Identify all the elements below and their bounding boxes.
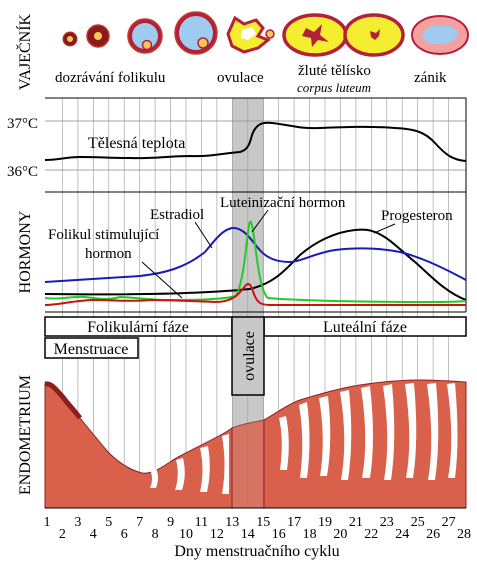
day-tick-18: 18 [303, 527, 317, 542]
follicle-small-icon [62, 31, 78, 47]
hormone-label-fsh-line2: hormon [85, 246, 132, 262]
day-tick-26: 26 [426, 527, 440, 542]
day-tick-11: 11 [195, 515, 208, 530]
hormone-label-estradiol: Estradiol [150, 207, 204, 223]
temp-tick-low: 36°C [7, 164, 38, 180]
estradiol-curve [44, 226, 467, 283]
menstruation-bar [44, 337, 139, 359]
ovulation-phase-label: ovulace [241, 331, 258, 381]
luteal-phase-label: Luteální fáze [323, 319, 407, 336]
follicular-phase-label: Folikulární fáze [87, 319, 189, 336]
corpus-luteum-mature-icon [343, 13, 405, 57]
day-tick-23: 23 [380, 515, 394, 530]
day-tick-13: 13 [225, 515, 239, 530]
x-axis-label: Dny menstruačního cyklu [174, 543, 339, 560]
day-tick-25: 25 [411, 515, 425, 530]
day-tick-labels: 1234567891011121314151617181920212223242… [44, 515, 472, 542]
row-label-endometrium: ENDOMETRIUM [17, 375, 34, 495]
day-tick-28: 28 [457, 527, 471, 542]
fsh-curve [44, 220, 467, 304]
ovulation-phase-box [231, 316, 265, 396]
day-tick-16: 16 [272, 527, 286, 542]
day-tick-2: 2 [59, 527, 66, 542]
day-tick-10: 10 [179, 527, 193, 542]
hormone-label-progesterone: Progesteron [381, 208, 453, 224]
day-tick-20: 20 [333, 527, 347, 542]
lh-curve [44, 282, 466, 306]
day-tick-21: 21 [349, 515, 363, 530]
corpus-luteum-icon [282, 13, 348, 57]
temp-tick-high: 37°C [7, 116, 38, 132]
day-tick-8: 8 [152, 527, 159, 542]
day-tick-4: 4 [90, 527, 97, 542]
row-label-ovary: VAJEČNÍK [15, 13, 34, 90]
day-tick-3: 3 [74, 515, 81, 530]
day-tick-5: 5 [105, 515, 112, 530]
endometrium-ovulation-part [231, 419, 265, 509]
progesterone-curve [44, 228, 467, 301]
follicle-graafian-icon [174, 11, 218, 55]
day-tick-14: 14 [241, 527, 255, 542]
follicle-medium-icon [86, 24, 110, 48]
day-tick-12: 12 [210, 527, 224, 542]
hormone-label-fsh-line1: Folikul stimulující [48, 227, 159, 243]
temperature-curve [44, 121, 467, 162]
hormone-label-lh: Luteinizační hormon [220, 195, 346, 211]
follicle-antral-icon [127, 18, 163, 54]
stage-label-decline: zánik [414, 70, 447, 86]
stage-label-ovulation: ovulace [217, 70, 264, 86]
menstruation-label: Menstruace [54, 341, 129, 358]
ovary-stages [62, 11, 469, 57]
day-tick-7: 7 [136, 515, 143, 530]
day-tick-27: 27 [442, 515, 456, 530]
corpus-albicans-icon [411, 15, 469, 55]
day-tick-19: 19 [318, 515, 332, 530]
ovulation-follicle-icon [226, 15, 275, 54]
row-label-hormones: HORMONY [17, 210, 34, 293]
day-tick-17: 17 [287, 515, 301, 530]
day-tick-22: 22 [364, 527, 378, 542]
endometrium-glands [150, 383, 458, 494]
day-tick-1: 1 [44, 515, 51, 530]
temperature-label: Tělesná teplota [88, 135, 185, 152]
day-tick-15: 15 [256, 515, 270, 530]
day-tick-9: 9 [167, 515, 174, 530]
day-tick-24: 24 [395, 527, 409, 542]
stage-label-maturation: dozrávání folikulu [55, 70, 166, 86]
stage-label-corpus-luteum-latin: corpus luteum [297, 80, 371, 95]
endometrium-lining-edge [44, 381, 82, 420]
day-tick-6: 6 [121, 527, 128, 542]
stage-label-corpus-luteum: žluté tělísko [298, 63, 371, 79]
